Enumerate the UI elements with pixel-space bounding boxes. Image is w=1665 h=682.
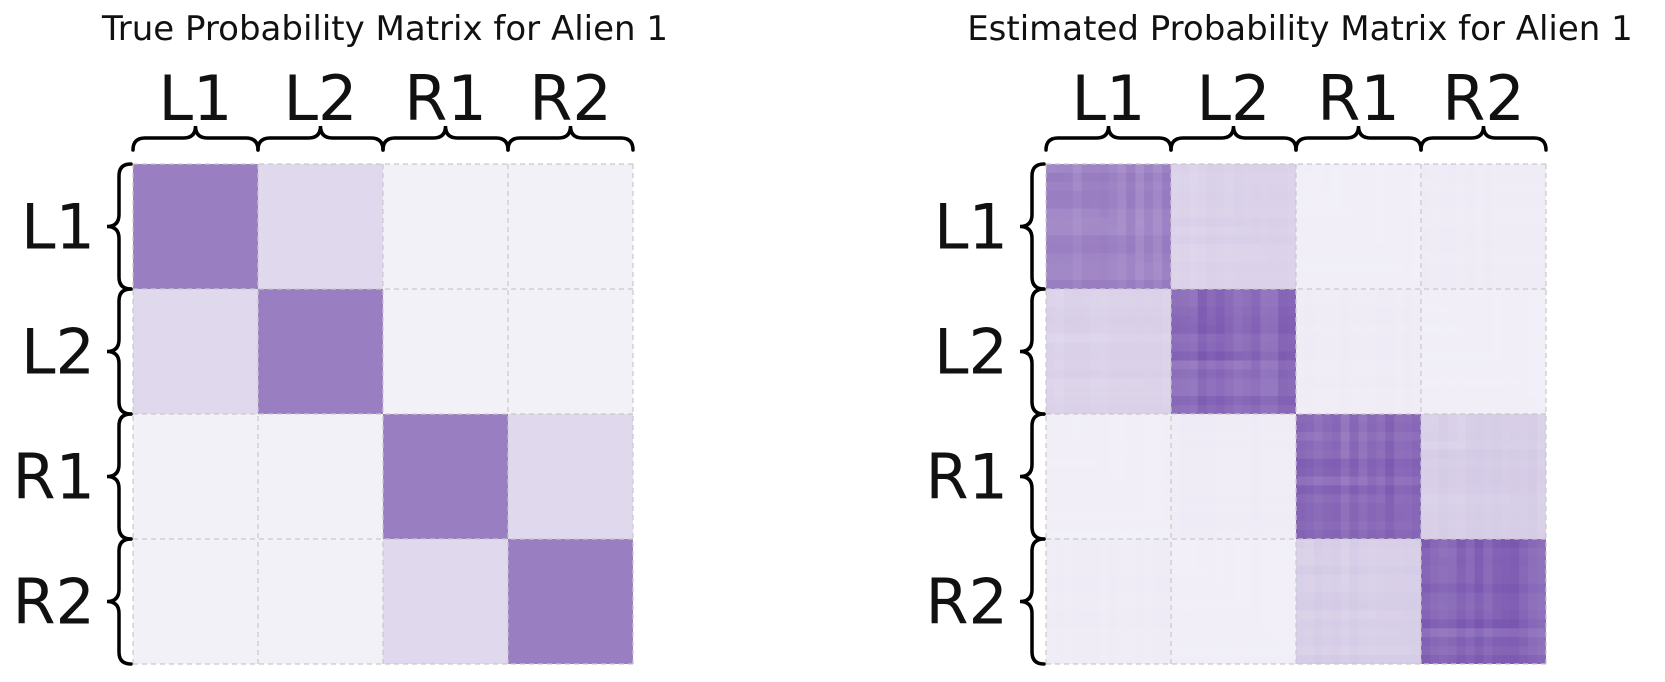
true-column-brace-2: [381, 125, 510, 152]
true-column-brace-3: [506, 125, 635, 152]
true-cell-r3-c0: [133, 539, 258, 664]
true-row-brace-1: [106, 287, 133, 416]
estimated-cell-r0-c1: [1171, 164, 1296, 289]
true-column-brace-1: [256, 125, 385, 152]
estimated-col-label-l1: L1: [1072, 62, 1146, 135]
true-cell-r3-c2: [383, 539, 508, 664]
estimated-row-brace-0: [1019, 162, 1046, 291]
estimated-cell-r3-c0: [1046, 539, 1171, 664]
estimated-row-brace-1: [1019, 287, 1046, 416]
estimated-col-label-l2: L2: [1197, 62, 1271, 135]
true-cell-r0-c2: [383, 164, 508, 289]
estimated-cell-r1-c1: [1171, 289, 1296, 414]
estimated-cell-r2-c3: [1421, 414, 1546, 539]
true-row-label-l1: L1: [21, 191, 95, 264]
estimated-cell-r3-c2: [1296, 539, 1421, 664]
estimated-cell-r2-c0: [1046, 414, 1171, 539]
estimated-probability-heatmap: Estimated Probability Matrix for Alien 1…: [925, 9, 1633, 666]
true-cell-r0-c3: [508, 164, 633, 289]
estimated-cell-r1-c3: [1421, 289, 1546, 414]
true-cell-r0-c0: [133, 164, 258, 289]
true-row-label-r1: R1: [12, 441, 95, 514]
true-cell-r2-c3: [508, 414, 633, 539]
estimated-row-brace-2: [1019, 412, 1046, 541]
estimated-cell-r3-c3: [1421, 539, 1546, 664]
true-cell-r1-c1: [258, 289, 383, 414]
estimated-cell-r2-c1: [1171, 414, 1296, 539]
true-cell-r2-c1: [258, 414, 383, 539]
true-matrix-gridlines: [132, 163, 634, 665]
true-cell-r1-c2: [383, 289, 508, 414]
true-row-brace-2: [106, 412, 133, 541]
true-cell-r2-c2: [383, 414, 508, 539]
estimated-column-brace-2: [1294, 125, 1423, 152]
true-cell-r2-c0: [133, 414, 258, 539]
true-row-label-l2: L2: [21, 316, 95, 389]
true-cell-r1-c3: [508, 289, 633, 414]
estimated-matrix-title: Estimated Probability Matrix for Alien 1: [967, 9, 1633, 49]
estimated-cell-r1-c2: [1296, 289, 1421, 414]
estimated-row-brace-3: [1019, 537, 1046, 666]
true-matrix-title: True Probability Matrix for Alien 1: [101, 9, 668, 49]
true-row-label-r2: R2: [12, 566, 95, 639]
true-matrix-braces: [106, 125, 635, 666]
true-matrix-row-labels: L1 L2 R1 R2: [12, 191, 95, 639]
estimated-row-label-r2: R2: [925, 566, 1008, 639]
estimated-cell-r2-c2: [1296, 414, 1421, 539]
estimated-cell-r1-c0: [1046, 289, 1171, 414]
estimated-matrix-gridlines: [1045, 163, 1547, 665]
true-row-brace-3: [106, 537, 133, 666]
estimated-matrix-braces: [1019, 125, 1548, 666]
estimated-col-label-r2: R2: [1442, 62, 1525, 135]
estimated-cell-r0-c0: [1046, 164, 1171, 289]
estimated-row-label-r1: R1: [925, 441, 1008, 514]
estimated-cell-r0-c3: [1421, 164, 1546, 289]
true-matrix-cells: [133, 164, 633, 664]
true-row-brace-0: [106, 162, 133, 291]
estimated-matrix-row-labels: L1 L2 R1 R2: [925, 191, 1008, 639]
true-col-label-l2: L2: [284, 62, 358, 135]
true-cell-r0-c1: [258, 164, 383, 289]
estimated-cell-r3-c1: [1171, 539, 1296, 664]
true-probability-heatmap: True Probability Matrix for Alien 1 L1 L…: [12, 9, 668, 666]
true-cell-r3-c1: [258, 539, 383, 664]
true-cell-r3-c3: [508, 539, 633, 664]
true-cell-r1-c0: [133, 289, 258, 414]
true-col-label-r2: R2: [529, 62, 612, 135]
estimated-cell-r0-c2: [1296, 164, 1421, 289]
estimated-row-label-l1: L1: [934, 191, 1008, 264]
estimated-column-brace-3: [1419, 125, 1548, 152]
estimated-matrix-column-labels: L1 L2 R1 R2: [1072, 62, 1525, 135]
estimated-col-label-r1: R1: [1317, 62, 1400, 135]
estimated-column-brace-1: [1169, 125, 1298, 152]
true-col-label-l1: L1: [159, 62, 233, 135]
estimated-column-brace-0: [1044, 125, 1173, 152]
true-matrix-column-labels: L1 L2 R1 R2: [159, 62, 612, 135]
true-column-brace-0: [131, 125, 260, 152]
estimated-row-label-l2: L2: [934, 316, 1008, 389]
estimated-matrix-cells: [1046, 164, 1546, 664]
true-col-label-r1: R1: [404, 62, 487, 135]
